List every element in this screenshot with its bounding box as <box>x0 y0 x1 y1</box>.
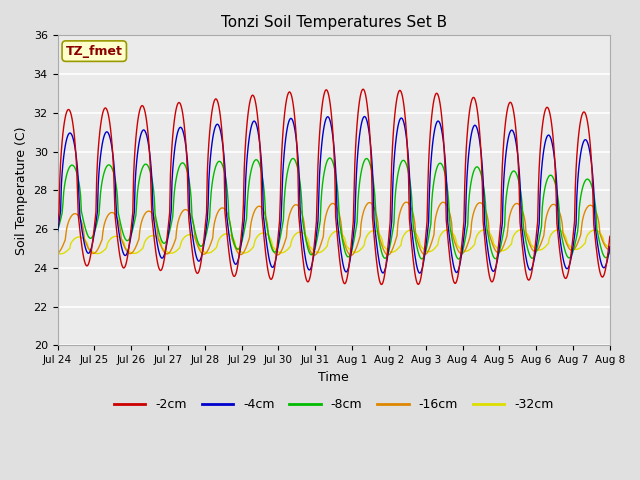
Text: TZ_fmet: TZ_fmet <box>66 45 123 58</box>
X-axis label: Time: Time <box>318 371 349 384</box>
Legend: -2cm, -4cm, -8cm, -16cm, -32cm: -2cm, -4cm, -8cm, -16cm, -32cm <box>109 394 559 417</box>
Title: Tonzi Soil Temperatures Set B: Tonzi Soil Temperatures Set B <box>221 15 447 30</box>
Y-axis label: Soil Temperature (C): Soil Temperature (C) <box>15 126 28 254</box>
